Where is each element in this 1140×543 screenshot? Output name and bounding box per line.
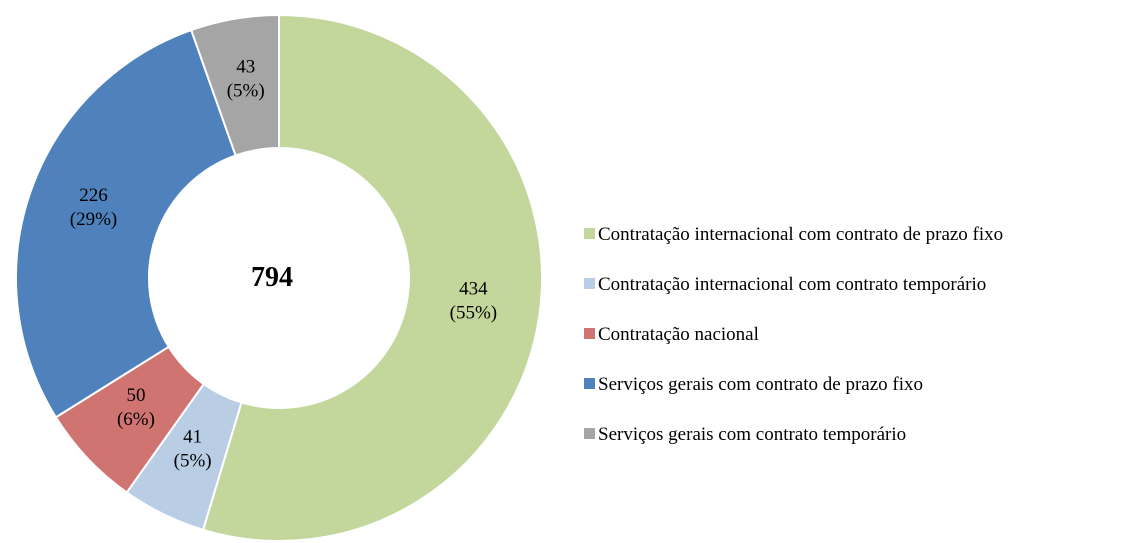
data-label-value: 226 — [79, 185, 108, 206]
legend-swatch — [584, 278, 595, 289]
data-label-value: 434 — [459, 279, 488, 300]
data-label: 434 (55%) — [450, 279, 497, 324]
data-label: 43 (5%) — [227, 56, 265, 101]
legend-swatch — [584, 428, 595, 439]
legend-label: Contratação nacional — [598, 324, 759, 345]
legend-swatch — [584, 228, 595, 239]
data-label-percent: (5%) — [174, 451, 212, 472]
donut-total: 794 — [251, 262, 293, 293]
donut-slice — [189, 13, 280, 157]
donut-slice — [201, 13, 543, 542]
data-label-value: 41 — [183, 427, 202, 448]
data-label-value: 50 — [126, 385, 145, 406]
data-label-percent: (5%) — [227, 80, 265, 101]
legend-label: Serviços gerais com contrato temporário — [598, 424, 906, 445]
legend-swatch — [584, 378, 595, 389]
legend-label: Serviços gerais com contrato de prazo fi… — [598, 374, 923, 395]
data-label-percent: (6%) — [117, 409, 155, 430]
legend-swatch — [584, 328, 595, 339]
donut-slice — [15, 28, 237, 419]
legend-label: Contratação internacional com contrato t… — [598, 274, 986, 295]
data-label-percent: (29%) — [70, 209, 117, 230]
data-label-value: 43 — [236, 56, 255, 77]
data-label: 41 (5%) — [174, 427, 212, 472]
data-label: 226 (29%) — [70, 185, 117, 230]
legend-label: Contratação internacional com contrato d… — [598, 224, 1003, 245]
data-label-percent: (55%) — [450, 303, 497, 324]
data-label: 50 (6%) — [117, 385, 155, 430]
